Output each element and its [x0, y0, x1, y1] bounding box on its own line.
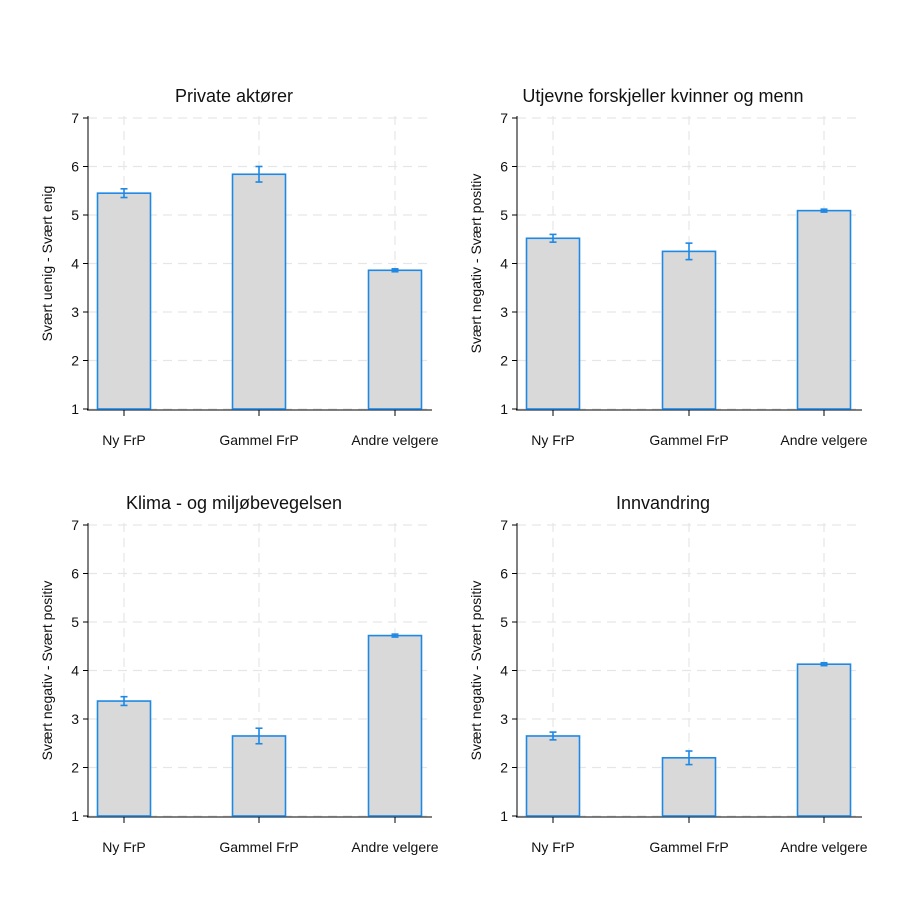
x-tick-label: Ny FrP [102, 432, 146, 448]
bar [525, 735, 581, 817]
y-tick-label: 2 [500, 760, 508, 776]
bar [525, 237, 581, 410]
y-tick-label: 2 [500, 353, 508, 369]
chart-title: Utjevne forskjeller kvinner og menn [522, 86, 803, 106]
chart-panel: 1 2 3 4 5 6 7 Ny FrP Gammel FrP Andre velgere Utje… [468, 86, 868, 448]
x-tick-label: Ny FrP [531, 432, 575, 448]
x-tick-label: Ny FrP [531, 839, 575, 855]
bar [96, 192, 152, 410]
y-axis-label: Svært negativ - Svært positiv [468, 174, 484, 354]
chart-panel: 1 2 3 4 5 6 7 Ny FrP Gammel FrP Andre velgere Innv… [468, 493, 868, 855]
y-tick-label: 1 [500, 808, 508, 824]
y-tick-label: 4 [71, 663, 79, 679]
y-tick-label: 5 [71, 207, 79, 223]
y-tick-label: 6 [500, 159, 508, 175]
y-tick-label: 3 [71, 304, 79, 320]
bar [661, 250, 717, 410]
y-tick-label: 1 [500, 401, 508, 417]
y-tick-label: 1 [71, 401, 79, 417]
bar [231, 735, 287, 817]
y-tick-label: 6 [71, 566, 79, 582]
y-tick-label: 7 [500, 517, 508, 533]
y-tick-label: 7 [500, 110, 508, 126]
x-tick-label: Gammel FrP [219, 839, 298, 855]
bar [796, 209, 852, 410]
x-tick-label: Ny FrP [102, 839, 146, 855]
bar [661, 756, 717, 817]
chart-panel: 1 2 3 4 5 6 7 Ny FrP Gammel FrP Andre velgere Priv… [39, 86, 439, 448]
x-tick-label: Gammel FrP [649, 839, 728, 855]
bar [367, 269, 423, 410]
y-tick-label: 4 [71, 256, 79, 272]
y-tick-label: 2 [71, 760, 79, 776]
x-tick-label: Andre velgere [351, 839, 438, 855]
y-tick-label: 5 [500, 207, 508, 223]
y-axis-label: Svært uenig - Svært enig [39, 186, 55, 342]
chart-panel: 1 2 3 4 5 6 7 Ny FrP Gammel FrP Andre velgere Klim… [39, 493, 439, 855]
bar [367, 634, 423, 817]
y-tick-label: 3 [71, 711, 79, 727]
y-axis-label: Svært negativ - Svært positiv [39, 581, 55, 761]
x-tick-label: Gammel FrP [649, 432, 728, 448]
y-tick-label: 5 [500, 614, 508, 630]
bar [96, 700, 152, 817]
y-tick-label: 6 [71, 159, 79, 175]
y-tick-label: 3 [500, 304, 508, 320]
x-tick-label: Andre velgere [780, 432, 867, 448]
x-tick-label: Andre velgere [351, 432, 438, 448]
y-axis-label: Svært negativ - Svært positiv [468, 581, 484, 761]
y-tick-label: 2 [71, 353, 79, 369]
y-tick-label: 4 [500, 663, 508, 679]
chart-title: Private aktører [175, 86, 293, 106]
y-tick-label: 6 [500, 566, 508, 582]
y-tick-label: 1 [71, 808, 79, 824]
x-tick-label: Andre velgere [780, 839, 867, 855]
chart-title: Klima - og miljøbevegelsen [126, 493, 342, 513]
x-tick-label: Gammel FrP [219, 432, 298, 448]
y-tick-label: 7 [71, 110, 79, 126]
y-tick-label: 7 [71, 517, 79, 533]
chart-title: Innvandring [616, 493, 710, 513]
bar [796, 663, 852, 817]
y-tick-label: 4 [500, 256, 508, 272]
bar [231, 173, 287, 410]
y-tick-label: 5 [71, 614, 79, 630]
y-tick-label: 3 [500, 711, 508, 727]
